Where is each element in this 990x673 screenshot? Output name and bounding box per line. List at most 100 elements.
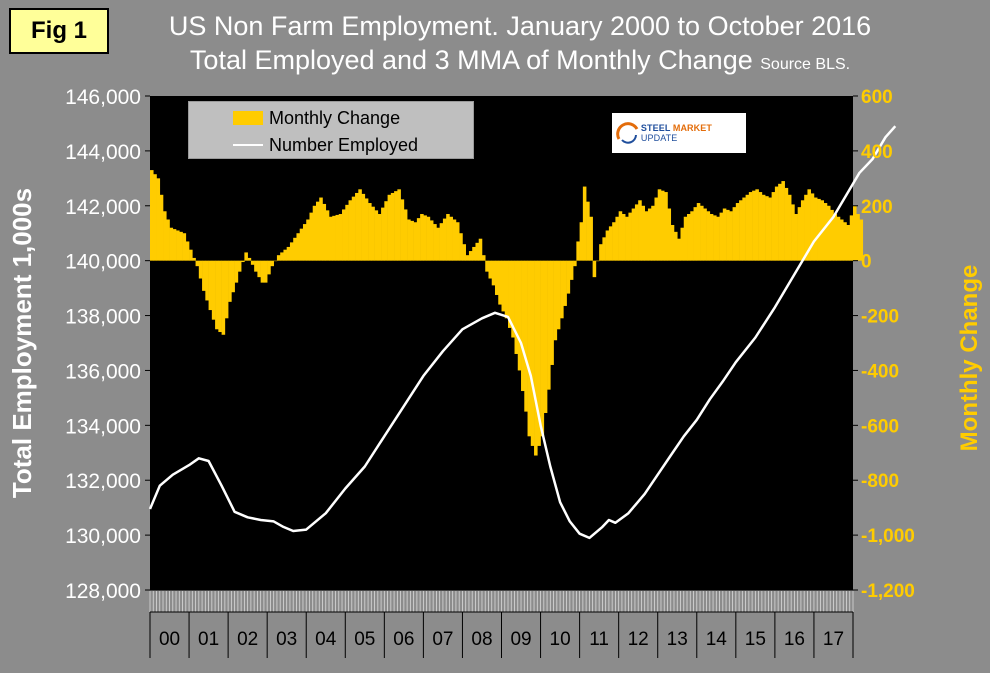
y2-tick-label: 0 (861, 252, 872, 273)
bar-monthly-change (426, 216, 431, 261)
bar-monthly-change (455, 222, 460, 261)
bar-monthly-change (429, 220, 434, 261)
bar-monthly-change (794, 214, 798, 261)
bar-monthly-change (722, 208, 727, 261)
bar-monthly-change (615, 216, 619, 261)
y2-tick-label: -400 (861, 361, 899, 382)
bar-monthly-change (208, 260, 213, 311)
bar-monthly-change (462, 244, 466, 261)
bar-monthly-change (563, 260, 567, 306)
bar-monthly-change (833, 214, 838, 261)
x-tick-label: 12 (628, 629, 649, 650)
bar-monthly-change (804, 194, 808, 261)
bar-monthly-change (706, 211, 711, 261)
bar-monthly-change (667, 208, 672, 261)
bar-monthly-change (205, 260, 209, 301)
bar-monthly-change (569, 260, 574, 280)
bar-monthly-change (221, 260, 226, 335)
legend-item-monthly-change: Monthly Change (189, 106, 400, 130)
chart-subtitle: Total Employed and 3 MMA of Monthly Chan… (140, 44, 900, 81)
bar-monthly-change (683, 216, 688, 261)
y-tick-label: 130,000 (65, 525, 141, 548)
bar-monthly-change (771, 192, 776, 261)
y2-tick-label: -800 (861, 471, 899, 492)
bar-monthly-change (859, 219, 864, 261)
bar-monthly-change (481, 255, 486, 261)
bar-monthly-change (413, 222, 418, 261)
bar-monthly-change (215, 260, 219, 330)
bar-monthly-change (592, 260, 597, 278)
bar-monthly-change (846, 224, 851, 261)
bar-monthly-change (329, 216, 333, 261)
bar-monthly-change (810, 193, 815, 261)
bar-monthly-change (420, 214, 424, 261)
y2-axis-title: Monthly Change (956, 265, 983, 452)
bar-monthly-change (394, 191, 398, 261)
bar-monthly-change (163, 211, 167, 261)
bar-monthly-change (836, 216, 841, 261)
bar-monthly-change (752, 190, 756, 261)
logo-text-update: UPDATE (640, 133, 678, 143)
bar-monthly-change (755, 189, 759, 261)
bar-monthly-change (319, 197, 323, 261)
bar-monthly-change (403, 209, 408, 261)
bar-monthly-change (289, 242, 294, 261)
bar-monthly-change (739, 200, 743, 261)
bar-monthly-change (302, 224, 307, 261)
bar-monthly-change (494, 260, 499, 295)
bar-monthly-change (293, 237, 297, 261)
bar-monthly-change (169, 227, 174, 261)
line-number-employed (148, 125, 897, 540)
bar-monthly-change (504, 260, 509, 319)
bar-monthly-change (853, 205, 857, 261)
bar-monthly-change (335, 214, 340, 261)
bar-monthly-change (309, 212, 314, 261)
bar-monthly-change (527, 260, 532, 437)
bar-monthly-change (446, 214, 450, 261)
bar-monthly-change (228, 260, 232, 302)
bar-monthly-change (224, 260, 229, 319)
x-tick-label: 00 (159, 629, 180, 650)
bar-monthly-change (390, 192, 395, 261)
logo-swoosh-icon (616, 122, 639, 144)
bar-monthly-change (732, 207, 737, 261)
bar-monthly-change (761, 194, 766, 261)
bar-monthly-change (254, 260, 258, 272)
bar-monthly-change (176, 230, 180, 261)
chart-title: US Non Farm Employment. January 2000 to … (168, 11, 872, 41)
employed-line-group (148, 125, 897, 540)
bar-monthly-change (657, 189, 662, 261)
bar-monthly-change (787, 194, 792, 261)
bar-monthly-change (332, 215, 336, 261)
bar-monthly-change (651, 205, 655, 261)
y-tick-label: 140,000 (65, 251, 141, 274)
bar-monthly-change (478, 238, 483, 261)
bar-monthly-change (830, 209, 834, 261)
y2-tick-label: -1,200 (861, 581, 915, 602)
bar-monthly-change (599, 244, 603, 261)
bar-monthly-change (781, 181, 785, 261)
bar-monthly-change (400, 199, 405, 261)
bar-monthly-change (537, 260, 541, 446)
y-tick-label: 146,000 (65, 86, 141, 109)
bar-monthly-change (374, 210, 379, 261)
bar-monthly-change (381, 207, 385, 261)
bar-monthly-change (384, 201, 388, 261)
bar-monthly-change (843, 222, 847, 261)
bar-monthly-change (560, 260, 564, 319)
bar-monthly-change (195, 260, 200, 267)
axes: 128,000 130,000 132,000 134,000 136,000 138,0… (65, 86, 915, 658)
chart-subtitle-text: Total Employed and 3 MMA of Monthly Chan… (189, 45, 753, 75)
bar-monthly-change (433, 224, 437, 261)
bar-monthly-change (791, 204, 795, 261)
x-tick-label: 06 (393, 629, 414, 650)
bar-monthly-change (202, 260, 206, 291)
bar-monthly-change (355, 192, 359, 261)
bar-monthly-change (286, 246, 291, 261)
bar-monthly-change (556, 260, 561, 330)
logo-text-steel: STEEL (640, 123, 671, 133)
bar-monthly-change (166, 219, 170, 261)
bar-monthly-change (514, 260, 519, 354)
bar-monthly-change (735, 203, 740, 261)
bar-monthly-change (371, 206, 375, 261)
